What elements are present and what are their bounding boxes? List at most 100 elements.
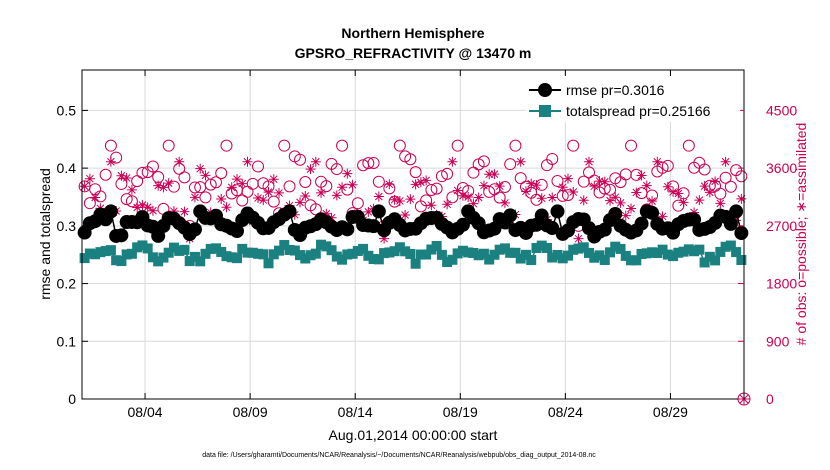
obs-possible-point xyxy=(131,175,144,188)
obs-assimilated-point xyxy=(631,187,642,198)
obs-assimilated-point xyxy=(573,233,584,244)
totalspread-point xyxy=(337,254,348,265)
obs-assimilated-point xyxy=(547,192,558,203)
rmse-point xyxy=(503,208,518,223)
obs-possible-point xyxy=(451,139,464,152)
obs-assimilated-point xyxy=(652,156,663,167)
obs-assimilated-point xyxy=(331,190,342,201)
y-tick-label: 0 xyxy=(68,391,76,407)
obs-assimilated-point xyxy=(132,202,143,213)
chart-title-line-1: Northern Hemisphere xyxy=(341,25,484,41)
obs-assimilated-point xyxy=(662,181,673,192)
totalspread-point xyxy=(605,247,616,258)
totalspread-point xyxy=(725,240,736,251)
obs-assimilated-point xyxy=(316,187,327,198)
obs-assimilated-point xyxy=(489,169,500,180)
obs-possible-point xyxy=(735,170,748,183)
totalspread-point xyxy=(447,254,458,265)
totalspread-point xyxy=(389,246,400,257)
obs-assimilated-point xyxy=(710,176,721,187)
obs-assimilated-point xyxy=(715,198,726,209)
rmse-point xyxy=(723,216,738,231)
obs-assimilated-point xyxy=(189,192,200,203)
totalspread-point xyxy=(520,249,531,260)
y-right-tick-label: 1800 xyxy=(766,276,797,292)
obs-possible-point xyxy=(204,178,217,191)
series-layer xyxy=(77,139,751,406)
obs-assimilated-point xyxy=(589,181,600,192)
totalspread-point xyxy=(636,249,647,260)
obs-assimilated-point xyxy=(168,206,179,217)
totalspread-point xyxy=(95,247,106,258)
obs-assimilated-point xyxy=(615,197,626,208)
totalspread-point xyxy=(400,246,411,257)
totalspread-point xyxy=(584,247,595,258)
totalspread-point xyxy=(258,249,269,260)
obs-possible-point xyxy=(435,170,448,183)
totalspread-point xyxy=(578,242,589,253)
totalspread-point xyxy=(295,250,306,261)
totalspread-point xyxy=(515,253,526,264)
footer-data-file: data file: /Users/gharamti/Documents/NCA… xyxy=(202,452,596,459)
totalspread-point xyxy=(484,254,495,265)
obs-possible-point xyxy=(551,174,564,187)
obs-possible-point xyxy=(719,171,732,184)
totalspread-point xyxy=(421,249,432,260)
obs-possible-point xyxy=(199,191,212,204)
x-tick-label: 08/29 xyxy=(653,404,688,420)
obs-possible-point xyxy=(283,180,296,193)
obs-possible-point xyxy=(625,139,638,152)
legend-spread-label: totalspread pr=0.25166 xyxy=(566,103,711,119)
y-tick-label: 0.2 xyxy=(57,276,77,292)
obs-possible-point xyxy=(320,180,333,193)
totalspread-point xyxy=(100,246,111,257)
totalspread-point xyxy=(268,249,279,260)
obs-assimilated-point xyxy=(221,202,232,213)
totalspread-point xyxy=(678,246,689,257)
obs-assimilated-point xyxy=(137,199,148,210)
obs-possible-point xyxy=(509,139,522,152)
rmse-point xyxy=(645,205,660,220)
totalspread-point xyxy=(179,244,190,255)
obs-assimilated-point xyxy=(557,182,568,193)
obs-possible-point xyxy=(362,157,375,170)
obs-assimilated-point xyxy=(216,193,227,204)
totalspread-point xyxy=(468,247,479,258)
obs-possible-point xyxy=(430,182,443,195)
totalspread-point xyxy=(657,244,668,255)
obs-assimilated-point xyxy=(641,180,652,191)
obs-assimilated-point xyxy=(689,207,700,218)
y-axis-left: 0 0.1 0.2 0.3 0.4 0.5 xyxy=(57,102,88,407)
obs-assimilated-point xyxy=(342,168,353,179)
totalspread-point xyxy=(163,247,174,258)
obs-assimilated-point xyxy=(379,233,390,244)
rmse-point xyxy=(340,222,355,237)
obs-possible-point xyxy=(724,180,737,193)
totalspread-point xyxy=(668,251,679,262)
obs-assimilated-point xyxy=(594,176,605,187)
rmse-point xyxy=(103,204,118,219)
obs-assimilated-point xyxy=(736,193,747,204)
totalspread-point xyxy=(415,249,426,260)
obs-possible-point xyxy=(146,160,159,173)
obs-possible-point xyxy=(252,160,265,173)
obs-assimilated-point xyxy=(405,194,416,205)
obs-possible-point xyxy=(630,168,643,181)
totalspread-point xyxy=(111,255,122,266)
totalspread-point xyxy=(379,248,390,259)
totalspread-point xyxy=(142,243,153,254)
obs-possible-point xyxy=(267,195,280,208)
y-tick-label: 0.3 xyxy=(57,218,77,234)
totalspread-point xyxy=(720,241,731,252)
obs-possible-point xyxy=(446,191,459,204)
obs-assimilated-point xyxy=(274,187,285,198)
obs-assimilated-point xyxy=(678,197,689,208)
y-tick-label: 0.1 xyxy=(57,333,77,349)
obs-possible-point xyxy=(236,194,249,207)
totalspread-point xyxy=(631,255,642,266)
totalspread-point xyxy=(704,251,715,262)
obs-possible-point xyxy=(367,156,380,169)
obs-assimilated-point xyxy=(310,156,321,167)
obs-possible-point xyxy=(682,139,695,152)
obs-assimilated-point xyxy=(536,193,547,204)
